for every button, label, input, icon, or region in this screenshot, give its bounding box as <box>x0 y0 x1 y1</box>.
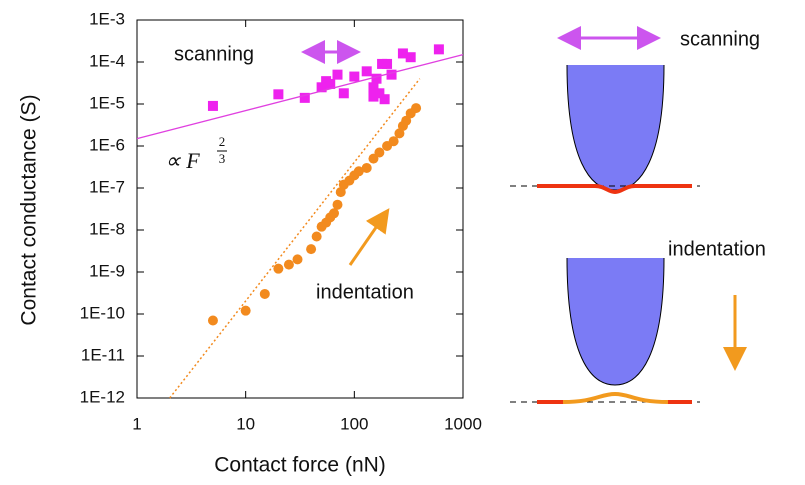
plot-frame <box>136 19 464 399</box>
point <box>338 88 349 99</box>
point <box>353 166 364 177</box>
point <box>273 89 284 100</box>
series-label: indentation <box>316 281 414 303</box>
y-tick-label: 1E-4 <box>89 51 125 70</box>
tip-outline <box>566 257 665 386</box>
point <box>273 263 284 274</box>
series-label: scanning <box>174 43 254 65</box>
point <box>374 147 385 158</box>
y-tick-label: 1E-8 <box>89 219 125 238</box>
point <box>207 315 218 326</box>
fit-line <box>136 53 464 140</box>
point <box>311 231 322 242</box>
point <box>259 288 270 299</box>
point <box>388 136 399 147</box>
point <box>332 199 343 210</box>
y-tick-label: 1E-7 <box>89 177 125 196</box>
point <box>361 66 372 77</box>
y-tick-label: 1E-10 <box>80 303 125 322</box>
point <box>401 115 412 126</box>
point <box>299 92 310 103</box>
surface <box>537 184 692 195</box>
x-tick-label: 1 <box>132 414 141 433</box>
x-tick-label: 100 <box>340 414 368 433</box>
point <box>316 82 327 93</box>
indent-arrow <box>348 208 390 266</box>
point <box>306 244 317 255</box>
formula-numerator: 2 <box>219 134 226 149</box>
tip <box>567 258 664 385</box>
point <box>397 48 408 59</box>
y-tick-label: 1E-9 <box>89 261 125 280</box>
y-tick-label: 1E-12 <box>80 387 125 406</box>
point <box>325 78 336 89</box>
point <box>386 69 397 80</box>
x-axis-label: Contact force (nN) <box>214 454 386 477</box>
y-tick-label: 1E-5 <box>89 93 125 112</box>
diagram: scanning indentation <box>510 26 766 404</box>
point <box>292 254 303 265</box>
point <box>374 88 385 99</box>
diagram-label: indentation <box>668 238 766 260</box>
point <box>329 208 340 219</box>
y-axis-label: Contact conductance (S) <box>18 94 41 325</box>
point <box>283 259 294 270</box>
point <box>371 73 382 84</box>
fit-line-dotted <box>169 78 421 399</box>
tip <box>567 65 664 190</box>
y-tick-label: 1E-3 <box>89 9 125 28</box>
surface-bump <box>562 391 669 404</box>
point <box>405 52 416 63</box>
point <box>240 305 251 316</box>
formula-denominator: 3 <box>219 151 226 166</box>
point <box>382 58 393 69</box>
x-tick-label: 10 <box>236 414 255 433</box>
point <box>411 103 422 114</box>
point <box>368 82 379 93</box>
y-tick-label: 1E-6 <box>89 135 125 154</box>
diagram-label: scanning <box>680 28 760 50</box>
point <box>349 71 360 82</box>
point <box>433 44 444 55</box>
point <box>368 91 379 102</box>
point <box>207 100 218 111</box>
y-tick-label: 1E-11 <box>81 345 125 364</box>
formula-base: ∝ F <box>165 148 200 173</box>
point <box>332 69 343 80</box>
formula: ∝ F 2 3 <box>165 134 227 173</box>
point <box>379 94 390 105</box>
x-tick-label: 1000 <box>444 414 482 433</box>
point <box>361 162 372 173</box>
